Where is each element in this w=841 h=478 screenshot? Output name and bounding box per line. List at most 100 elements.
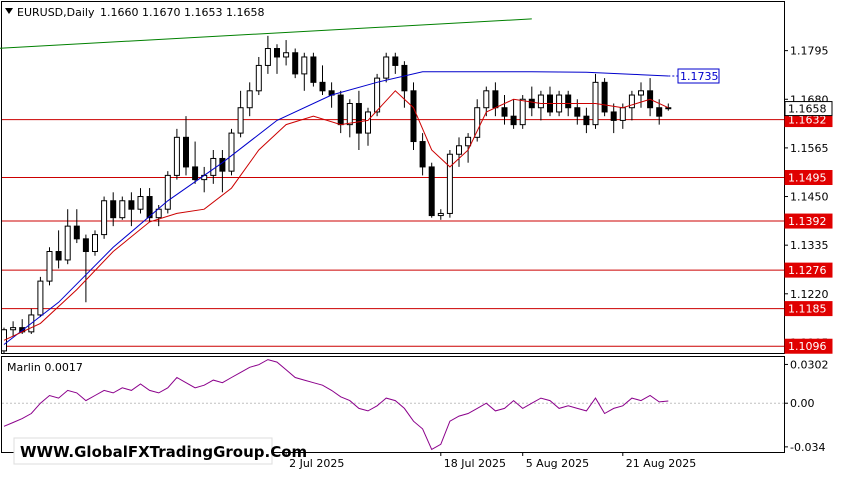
candle-body-bear: [565, 94, 572, 109]
time-tick-label: 21 Aug 2025: [626, 457, 696, 470]
watermark: WWW.GlobalFXTradingGroup.Com: [20, 443, 307, 461]
level-label: 1.1495: [788, 172, 827, 185]
fast-moving-average-line: [3, 90, 669, 341]
candle-body-bull: [64, 225, 71, 261]
candle-body-bull: [365, 111, 371, 134]
candle-body-bull: [619, 107, 626, 121]
candle-body-bear: [583, 115, 590, 126]
candle-body-bull: [437, 212, 444, 217]
candle-body-bull: [346, 102, 353, 126]
candle-body-bull: [446, 153, 453, 214]
candle-body-bear: [319, 81, 326, 92]
price-tick-label: 1.1795: [790, 45, 829, 58]
candle-body-bear: [128, 200, 135, 210]
oscillator-tick-label: 0.0302: [790, 358, 829, 371]
candle-body-bull: [465, 136, 472, 147]
candle-body-bull: [237, 107, 244, 134]
time-axis: 2 Jul 2025 18 Jul 2025 5 Aug 2025 21 Aug 20…: [285, 452, 696, 470]
candle-body-bear: [601, 81, 608, 113]
candle-body-bull: [383, 56, 390, 79]
candle-body-bull: [537, 94, 544, 109]
price-tick-label: 1.1220: [790, 288, 829, 301]
slow-moving-average-line: [3, 71, 669, 345]
candle-body-bull: [483, 90, 490, 109]
candle-body-bull: [119, 200, 126, 219]
level-label: 1.1392: [788, 215, 827, 228]
level-label-box: [784, 213, 833, 229]
candle-body-bull: [474, 107, 481, 138]
oscillator-tick-label: 0.00: [790, 397, 815, 410]
candle-body-bear: [274, 48, 280, 58]
oscillator-line: [3, 359, 669, 451]
candle-body-bear: [73, 225, 80, 240]
candle-body-bear: [419, 141, 426, 168]
candle-body-bear: [146, 196, 153, 219]
oscillator-layer: [2, 359, 784, 451]
level-label: 1.1632: [788, 114, 827, 127]
candle-body-bear: [665, 107, 672, 110]
candle-body-bear: [610, 111, 617, 121]
candle-body-bear: [510, 115, 517, 126]
level-label-box: [784, 262, 833, 278]
candle-body-bull: [374, 77, 381, 113]
candle-body-bull: [137, 196, 144, 210]
level-labels: 1.1632 1.1495 1.1392 1.1276 1.1185 1.1096 1.16…: [668, 68, 833, 354]
candle-body-bear: [528, 98, 535, 109]
candle-body-bull: [228, 132, 235, 172]
candle-body-bear: [401, 64, 408, 92]
level-label: 1.1096: [788, 340, 827, 353]
candle-body-bear: [292, 52, 299, 75]
oscillator-tick-label: -0.034: [790, 441, 825, 454]
candle-body-bear: [310, 56, 317, 83]
candle-body-bear: [656, 107, 663, 117]
level-lines: [2, 119, 784, 347]
candle-body-bull: [255, 64, 262, 92]
oscillator-title: Marlin 0.0017: [7, 361, 83, 374]
moving-average-layer: [3, 71, 669, 345]
candle-layer: [1, 35, 672, 353]
candle-body-bull: [10, 327, 17, 331]
candle-body-bear: [183, 136, 189, 168]
time-tick-label: 2 Jul 2025: [289, 457, 344, 470]
oscillator-panel-frame: [1, 356, 785, 453]
candle-body-bear: [110, 200, 117, 219]
candle-body-bull: [210, 157, 217, 176]
candle-body-bull: [246, 90, 253, 109]
price-tick-label: 1.1450: [790, 191, 829, 204]
candle-body-bull: [37, 280, 44, 316]
current-price-label-box: [784, 101, 833, 117]
price-tick-label: 1.1565: [790, 142, 829, 155]
candle-body-bear: [492, 90, 499, 109]
candle-body-bull: [101, 200, 108, 236]
candle-body-bear: [82, 238, 89, 253]
trendline-layer: [0, 18, 532, 49]
candle-body-bull: [46, 251, 53, 282]
symbol-dropdown-icon[interactable]: [5, 8, 13, 14]
candle-body-bull: [628, 94, 635, 109]
candle-body-bull: [519, 98, 526, 126]
candle-body-bull: [283, 52, 290, 58]
candle-body-bear: [355, 102, 362, 134]
trendline: [0, 18, 532, 49]
level-label: 1.1276: [788, 264, 827, 277]
candle-body-bear: [410, 90, 417, 143]
candle-body-bear: [337, 94, 344, 126]
level-label: 1.1185: [788, 303, 827, 316]
candle-body-bull: [164, 174, 171, 210]
ohlc-readout: 1.1660 1.1670 1.1653 1.1658: [100, 6, 264, 19]
candle-body-bear: [55, 251, 62, 261]
candle-body-bull: [264, 48, 271, 66]
oscillator-axis: 0.0302 0.00 -0.034: [784, 358, 829, 454]
watermark-box: [13, 437, 273, 465]
ma-value-label: 1.1735: [680, 70, 719, 83]
candle-body-bear: [219, 157, 226, 172]
ma-value-label-box: [677, 68, 720, 84]
candle-body-bull: [301, 56, 308, 75]
current-price-label: 1.1658: [788, 103, 827, 116]
time-tick-label: 18 Jul 2025: [444, 457, 506, 470]
level-label-box: [784, 301, 833, 317]
candle-body-bear: [392, 56, 399, 66]
price-tick-label: 1.1335: [790, 239, 829, 252]
